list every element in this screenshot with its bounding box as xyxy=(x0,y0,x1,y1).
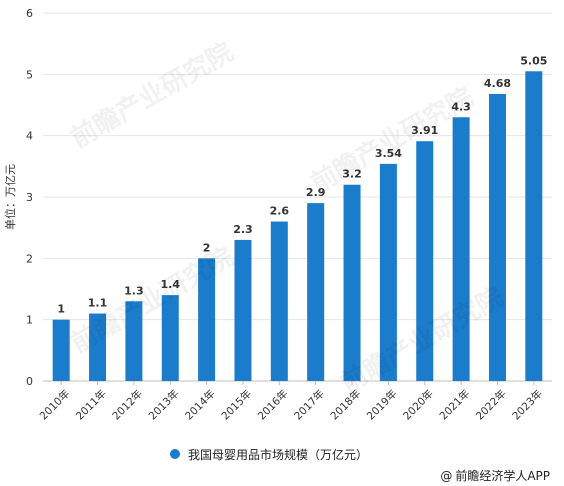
data-label: 3.2 xyxy=(342,168,362,181)
data-label: 2.6 xyxy=(270,205,290,218)
y-tick-label: 6 xyxy=(26,7,33,20)
x-tick-label: 2018年 xyxy=(328,387,364,423)
x-tick-label: 2022年 xyxy=(473,387,509,423)
bar xyxy=(343,184,361,381)
bar xyxy=(416,141,434,381)
legend: 我国母婴用品市场规模（万亿元） xyxy=(170,446,368,462)
y-tick-label: 1 xyxy=(26,314,33,327)
data-label: 3.91 xyxy=(411,124,438,137)
at-sign-icon: @ xyxy=(440,468,453,483)
x-tick-label: 2015年 xyxy=(219,387,255,423)
bar xyxy=(525,71,543,382)
x-tick-label: 2010年 xyxy=(37,387,73,423)
x-tick-label: 2021年 xyxy=(437,387,473,423)
bar xyxy=(270,221,288,381)
source-label: 前瞻经济学人APP xyxy=(455,469,550,483)
x-tick-label: 2017年 xyxy=(291,387,327,423)
data-label: 2 xyxy=(203,241,211,254)
x-tick-label: 2012年 xyxy=(110,387,146,423)
data-label: 1.1 xyxy=(88,297,108,310)
x-tick-label: 2014年 xyxy=(182,387,218,423)
y-axis-label: 单位：万亿元 xyxy=(3,164,17,230)
bar xyxy=(379,163,397,381)
data-label: 2.9 xyxy=(306,186,326,199)
bar xyxy=(488,93,506,382)
data-label: 2.3 xyxy=(233,223,253,236)
bar xyxy=(89,313,107,381)
bar xyxy=(161,295,179,381)
bar xyxy=(198,258,216,381)
data-label: 5.05 xyxy=(520,54,547,67)
x-tick-label: 2016年 xyxy=(255,387,291,423)
data-label: 1.3 xyxy=(124,284,144,297)
y-tick-label: 2 xyxy=(26,252,33,265)
legend-marker xyxy=(170,449,180,459)
data-label: 4.3 xyxy=(451,100,471,113)
data-label: 4.68 xyxy=(484,77,511,90)
x-tick-label: 2023年 xyxy=(510,387,546,423)
x-tick-label: 2020年 xyxy=(400,387,436,423)
data-label: 1.4 xyxy=(161,278,181,291)
y-tick-label: 3 xyxy=(26,191,33,204)
source-credit: @ 前瞻经济学人APP xyxy=(440,467,550,484)
y-tick-label: 0 xyxy=(26,375,33,388)
x-tick-label: 2011年 xyxy=(73,387,109,423)
y-tick-label: 5 xyxy=(26,68,33,81)
legend-label: 我国母婴用品市场规模（万亿元） xyxy=(188,447,369,462)
data-label: 3.54 xyxy=(375,147,402,160)
bar xyxy=(307,203,325,381)
bar xyxy=(125,301,143,381)
data-label: 1 xyxy=(57,303,65,316)
x-tick-label: 2019年 xyxy=(364,387,400,423)
bar xyxy=(234,239,252,381)
bar xyxy=(52,319,70,381)
bar xyxy=(452,117,470,382)
y-tick-label: 4 xyxy=(26,130,33,143)
x-tick-label: 2013年 xyxy=(146,387,182,423)
